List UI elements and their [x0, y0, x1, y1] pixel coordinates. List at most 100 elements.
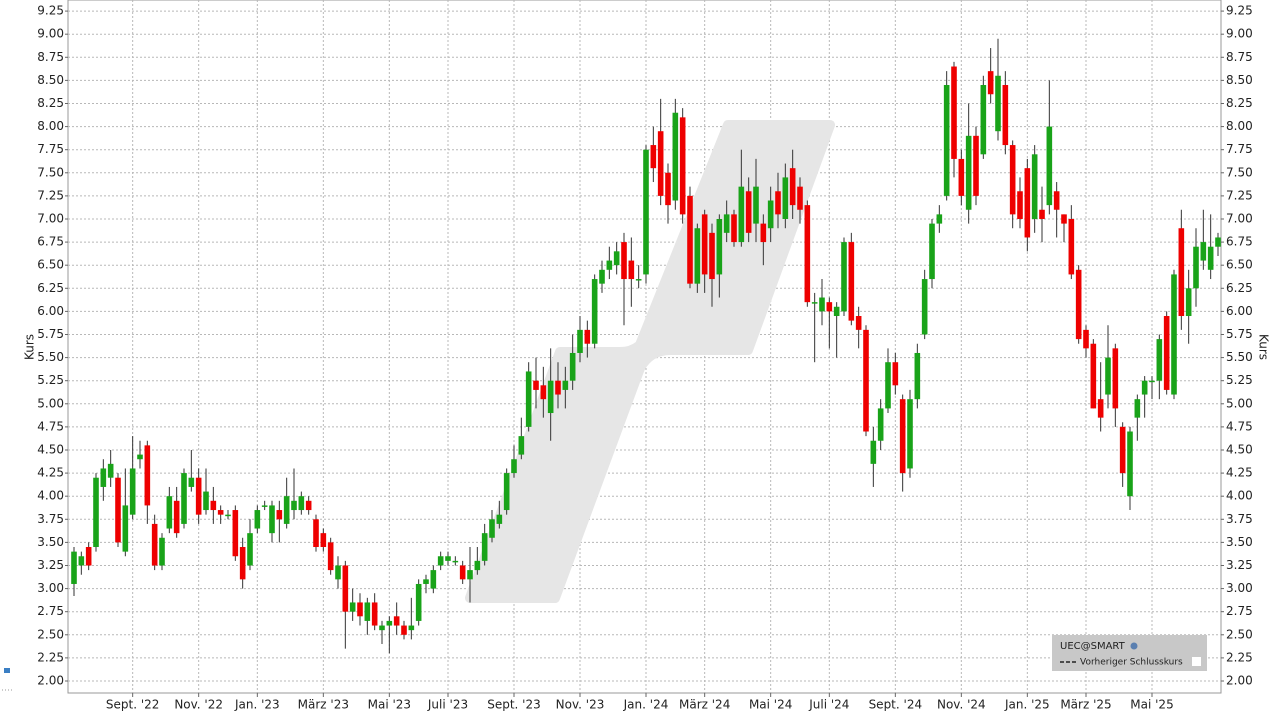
candle-body: [863, 329, 869, 432]
side-icon: [2, 668, 14, 691]
candle-body: [914, 352, 921, 400]
y2-tick-label: 5.75: [1226, 327, 1253, 341]
y2-tick-label: 4.50: [1226, 442, 1253, 456]
candle-body: [833, 306, 840, 317]
y-tick-label: 2.50: [37, 627, 64, 641]
legend-entry: Vorheriger Schlusskurs: [1080, 658, 1183, 668]
y2-tick-label: 7.25: [1226, 188, 1253, 202]
y-tick-label: 3.00: [37, 581, 64, 595]
candle-body: [1200, 242, 1207, 261]
y-tick-label: 5.25: [37, 373, 64, 387]
x-tick-label: Mai '24: [749, 698, 792, 712]
candle-body: [188, 477, 195, 487]
candle-body: [841, 242, 847, 312]
candles: [71, 38, 1221, 654]
candle-body: [1127, 431, 1133, 497]
candle-body: [1097, 399, 1104, 418]
candle-body: [621, 242, 627, 280]
y-axis-label: Kurs: [23, 334, 37, 360]
candle-body: [305, 500, 312, 511]
candle-body: [716, 218, 723, 275]
y2-tick-label: 5.25: [1226, 373, 1253, 387]
candle-body: [1185, 288, 1192, 317]
candle-body: [1002, 85, 1009, 146]
candle-body: [745, 191, 752, 233]
candle-body: [782, 177, 789, 219]
candle-body: [122, 505, 129, 552]
candle-body: [657, 131, 664, 196]
y-tick-label: 5.50: [37, 350, 64, 364]
y2-tick-label: 3.50: [1226, 535, 1253, 549]
candle-body: [107, 463, 114, 478]
candle-body: [269, 505, 275, 534]
y-tick-label: 8.25: [37, 96, 64, 110]
candle-body: [232, 510, 239, 557]
candle-body: [643, 149, 649, 275]
candle-body: [415, 583, 422, 621]
y2-tick-label: 3.00: [1226, 581, 1253, 595]
x-tick-label: Mai '23: [368, 698, 411, 712]
y2-tick-label: 3.25: [1226, 558, 1253, 572]
candle-body: [1171, 274, 1177, 395]
candle-body: [195, 477, 202, 515]
candle-body: [1207, 246, 1214, 270]
candle-body: [313, 519, 319, 548]
y2-tick-label: 2.50: [1226, 627, 1253, 641]
candle-body: [958, 158, 965, 196]
candle-body: [1017, 191, 1023, 219]
candle-body: [129, 468, 136, 515]
y2-tick-label: 6.75: [1226, 235, 1253, 249]
y-tick-label: 7.75: [37, 142, 64, 156]
candle-body: [628, 260, 635, 280]
candle-body: [459, 565, 466, 580]
candle-body: [166, 496, 173, 529]
y-tick-label: 8.00: [37, 119, 64, 133]
candle-body: [364, 602, 371, 621]
candle-body: [767, 200, 774, 229]
candle-body: [320, 533, 327, 548]
candle-body: [445, 556, 451, 561]
y-tick-label: 8.75: [37, 50, 64, 64]
y-tick-label: 7.50: [37, 165, 64, 179]
candle-body: [855, 316, 862, 330]
candle-body: [379, 625, 385, 631]
candle-body: [371, 602, 378, 626]
candle-body: [665, 172, 671, 206]
y2-tick-label: 7.00: [1226, 211, 1253, 225]
candle-body: [877, 408, 884, 441]
candle-body: [503, 473, 510, 511]
y-tick-label: 6.00: [37, 304, 64, 318]
candle-body: [1119, 426, 1126, 474]
y2-tick-label: 4.25: [1226, 466, 1253, 480]
candle-body: [679, 117, 686, 215]
candle-body: [518, 436, 525, 455]
y2-tick-label: 8.00: [1226, 119, 1253, 133]
candle-body: [921, 279, 928, 335]
candle-body: [225, 514, 231, 517]
candle-body: [907, 399, 913, 469]
candle-body: [753, 186, 759, 224]
candle-body: [1178, 228, 1185, 317]
candle-body: [467, 570, 473, 580]
candle-body: [151, 523, 158, 566]
candle-body: [1053, 191, 1060, 210]
candle-body: [709, 232, 715, 280]
candle-body: [650, 145, 657, 169]
candle-body: [1163, 316, 1170, 390]
candle-body: [672, 112, 679, 201]
candle-body: [694, 228, 701, 284]
candle-body: [1112, 348, 1119, 409]
y2-tick-label: 8.75: [1226, 50, 1253, 64]
candle-body: [261, 505, 268, 507]
y2-tick-label: 3.75: [1226, 512, 1253, 526]
candle-body: [1031, 154, 1038, 219]
candle-body: [584, 329, 591, 344]
y2-tick-label: 2.75: [1226, 604, 1253, 618]
candle-body: [335, 565, 341, 580]
candle-body: [173, 500, 180, 534]
candle-body: [987, 71, 994, 95]
candle-body: [804, 205, 811, 303]
y2-tick-label: 8.50: [1226, 73, 1253, 87]
x-tick-label: Jan. '25: [1004, 698, 1050, 712]
candle-body: [848, 242, 855, 321]
